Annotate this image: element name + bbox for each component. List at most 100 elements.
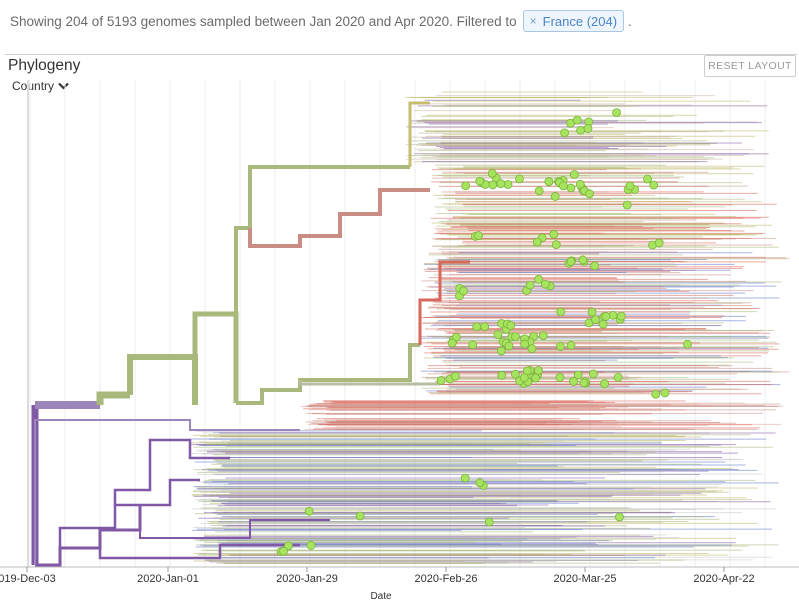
tip-marker [534, 186, 544, 196]
axis-tick-label: 2020-Mar-25 [554, 573, 617, 585]
tip-marker [480, 322, 490, 332]
tip-marker [601, 312, 611, 321]
tip-marker [306, 541, 316, 550]
tip-marker [555, 373, 565, 382]
tip-marker [583, 124, 593, 133]
tip-marker [540, 279, 550, 289]
reset-layout-button[interactable]: RESET LAYOUT [704, 55, 796, 77]
tip-marker [534, 274, 543, 284]
tip-marker [531, 373, 541, 383]
tip-marker [600, 379, 609, 389]
tip-marker [572, 115, 582, 125]
tree-branches [31, 91, 790, 567]
tip-marker [519, 373, 529, 383]
tip-marker [520, 339, 530, 349]
internal-branch [98, 543, 300, 560]
tip-marker [460, 473, 470, 483]
internal-branch [234, 226, 250, 314]
tip-marker [304, 506, 314, 516]
axis-tick-label: 019-Dec-03 [0, 573, 56, 585]
tip-marker [560, 128, 569, 138]
color-by-label: Country [12, 79, 55, 93]
internal-branch [418, 260, 470, 345]
tip-marker [533, 366, 543, 375]
phylogeny-tree[interactable]: 019-Dec-03 2020-Jan-01 2020-Jan-29 2020-Feb… [0, 78, 799, 606]
tip-marker [590, 261, 599, 271]
tip-marker [451, 332, 461, 342]
tip-marker [497, 370, 507, 380]
tip-marker [468, 340, 478, 350]
tip-marker [613, 372, 623, 382]
tip-marker [532, 237, 542, 247]
tip-marker [474, 231, 483, 241]
tip-marker [573, 370, 583, 380]
tip-marker [587, 307, 597, 317]
internal-branch [35, 505, 142, 567]
tip-marker [643, 174, 652, 184]
tip-marker [484, 517, 494, 527]
tip-marker [579, 378, 589, 388]
tip-marker [612, 108, 621, 118]
tip-marker [585, 189, 594, 199]
filter-badge-france[interactable]: × France (204) [522, 10, 625, 32]
tip-marker [515, 174, 524, 184]
tip-marker [511, 332, 520, 342]
internal-branch [127, 354, 198, 405]
tip-marker [576, 125, 586, 135]
tip-marker [578, 255, 588, 265]
tip-marker [487, 168, 497, 178]
internal-branch [298, 380, 440, 386]
tip-marker [447, 338, 457, 348]
tip-marker [461, 181, 471, 191]
tip-marker [538, 331, 548, 340]
tip-marker [284, 541, 293, 551]
summary-text: Showing 204 of 5193 genomes sampled betw… [10, 13, 517, 29]
tip-marker [496, 179, 506, 188]
internal-branch [408, 101, 430, 167]
tip-marker [591, 315, 600, 325]
summary-trailing: . [628, 13, 632, 29]
internal-branch [248, 188, 430, 248]
tip-marker [527, 344, 537, 354]
tip-marker [544, 177, 554, 186]
internal-branch [113, 438, 230, 505]
axis-tick-label: 2020-Apr-22 [693, 573, 754, 585]
tip-marker [550, 192, 560, 201]
tip-marker [506, 321, 516, 330]
tip-marker [608, 310, 618, 320]
tip-marker [504, 341, 514, 351]
internal-branch [96, 391, 130, 405]
tip-marker [496, 346, 506, 356]
internal-branch [248, 165, 410, 228]
axis-title: Date [370, 591, 392, 602]
tip-marker [566, 257, 576, 266]
internal-branch [192, 311, 239, 403]
tip-marker [575, 179, 585, 189]
color-by-dropdown[interactable]: Country [12, 79, 69, 93]
highlighted-tips [276, 108, 692, 557]
tip-marker [566, 183, 576, 193]
tip-marker [569, 377, 578, 386]
tip-marker [660, 388, 670, 398]
internal-branch [139, 519, 330, 539]
tip-marker [475, 478, 485, 488]
tip-marker [588, 369, 598, 379]
axis-tick-label: 2020-Jan-29 [276, 573, 338, 585]
tip-marker [616, 311, 626, 321]
tip-marker [566, 340, 576, 350]
tip-marker [493, 330, 503, 340]
internal-branch [236, 343, 420, 405]
tip-marker [569, 170, 579, 179]
panel-title: Phylogeny [8, 57, 81, 74]
panel-divider [5, 54, 797, 55]
tip-marker [503, 180, 513, 189]
tip-marker [654, 238, 664, 248]
tip-marker [551, 240, 561, 249]
tip-marker [451, 371, 460, 381]
tip-marker [355, 511, 365, 521]
remove-filter-icon[interactable]: × [529, 14, 537, 28]
tip-marker [525, 280, 535, 290]
chevron-down-icon [58, 82, 69, 90]
tip-marker [556, 341, 565, 351]
axis-tick-label: 2020-Jan-01 [137, 573, 199, 585]
